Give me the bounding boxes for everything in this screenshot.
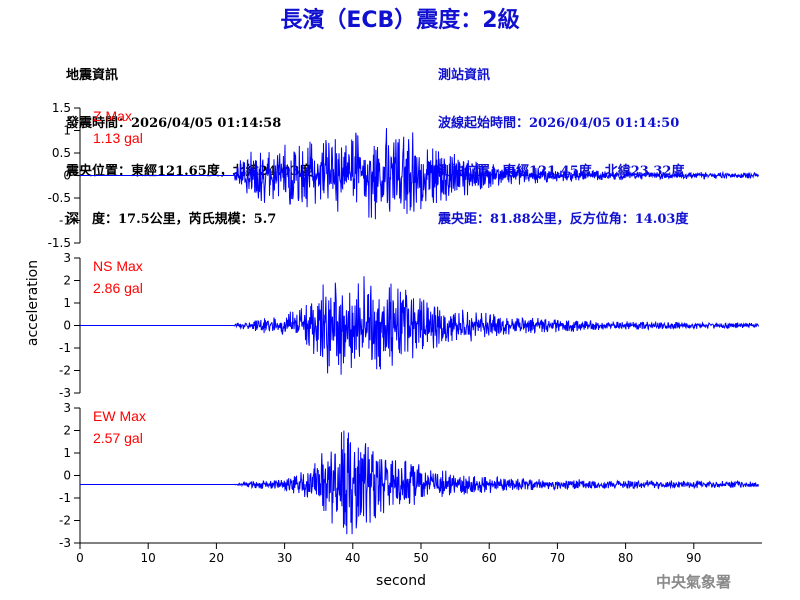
waveform-trace <box>80 430 759 535</box>
station-info-heading: 測站資訊 <box>438 68 491 83</box>
y-tick-label: 3 <box>63 401 71 415</box>
waveform-trace <box>80 276 759 375</box>
x-tick-label: 10 <box>141 551 156 565</box>
x-tick-label: 40 <box>345 551 360 565</box>
earthquake-info-heading: 地震資訊 <box>66 68 119 83</box>
waveform-start-time: 波線起始時間：2026/04/05 01:14:50 <box>438 116 680 131</box>
epicentral-distance: 震央距：81.88公里，反方位角：14.03度 <box>438 212 689 227</box>
x-tick-label: 30 <box>277 551 292 565</box>
agency-watermark: 中央氣象署 <box>656 573 732 591</box>
y-tick-label: 1 <box>63 124 71 138</box>
chart-title: 長濱（ECB）震度：2級 <box>280 8 520 33</box>
y-tick-label: -3 <box>59 386 71 400</box>
x-tick-label: 80 <box>618 551 633 565</box>
y-tick-label: 2 <box>63 424 71 438</box>
origin-time: 發震時間：2026/04/05 01:14:58 <box>66 116 282 131</box>
component-max-label: Z Max <box>93 108 132 124</box>
y-axis-label: acceleration <box>25 260 41 346</box>
y-tick-label: -0.5 <box>48 191 71 205</box>
x-tick-label: 70 <box>550 551 565 565</box>
y-tick-label: -2 <box>59 514 71 528</box>
component-max-label: EW Max <box>93 408 146 424</box>
x-tick-label: 0 <box>76 551 84 565</box>
x-axis-label: second <box>376 573 426 589</box>
y-tick-label: -2 <box>59 364 71 378</box>
y-tick-label: 1.5 <box>52 101 71 115</box>
y-tick-label: 3 <box>63 251 71 265</box>
component-max-value: 2.57 gal <box>93 430 143 446</box>
y-tick-label: 1 <box>63 296 71 310</box>
y-tick-label: -1.5 <box>48 236 71 250</box>
y-tick-label: 0 <box>63 469 71 483</box>
y-tick-label: -1 <box>59 491 71 505</box>
y-tick-label: -1 <box>59 341 71 355</box>
waveform-trace <box>80 128 759 220</box>
x-tick-label: 90 <box>686 551 701 565</box>
depth-magnitude: 深 度：17.5公里，芮氏規模：5.7 <box>66 212 277 227</box>
y-tick-label: -1 <box>59 214 71 228</box>
component-max-label: NS Max <box>93 258 143 274</box>
y-tick-label: 0.5 <box>52 146 71 160</box>
y-tick-label: 0 <box>63 169 71 183</box>
x-tick-label: 60 <box>482 551 497 565</box>
component-max-value: 1.13 gal <box>93 130 143 146</box>
y-tick-label: 0 <box>63 319 71 333</box>
y-tick-label: 2 <box>63 274 71 288</box>
y-tick-label: -3 <box>59 536 71 550</box>
x-tick-label: 20 <box>209 551 224 565</box>
component-max-value: 2.86 gal <box>93 280 143 296</box>
x-tick-label: 50 <box>413 551 428 565</box>
y-tick-label: 1 <box>63 446 71 460</box>
